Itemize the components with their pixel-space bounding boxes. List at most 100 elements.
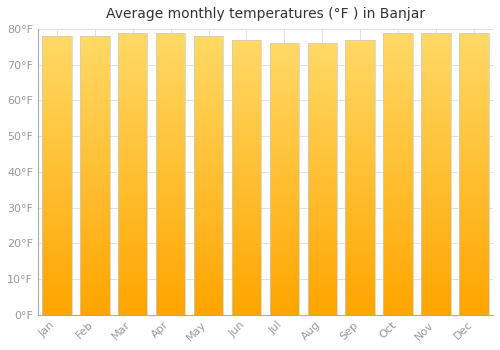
Bar <box>460 250 489 253</box>
Bar <box>156 202 186 205</box>
Bar <box>384 140 413 143</box>
Bar <box>194 259 224 262</box>
Bar <box>308 241 337 244</box>
Bar <box>346 243 375 246</box>
Bar <box>346 131 375 133</box>
Bar <box>346 78 375 81</box>
Bar <box>156 278 186 281</box>
Bar <box>384 83 413 86</box>
Bar <box>384 47 413 50</box>
Bar <box>422 154 451 157</box>
Bar <box>118 171 148 174</box>
Bar <box>156 128 186 131</box>
Bar <box>308 43 337 46</box>
Bar <box>194 67 224 70</box>
Bar <box>42 295 72 298</box>
Bar <box>384 298 413 301</box>
Bar <box>308 195 337 198</box>
Bar <box>156 58 186 61</box>
Bar <box>156 185 186 188</box>
Bar <box>346 271 375 273</box>
Bar <box>118 298 148 301</box>
Bar <box>42 248 72 251</box>
Bar <box>270 231 299 233</box>
Bar <box>194 103 224 106</box>
Bar <box>308 117 337 119</box>
Bar <box>308 307 337 309</box>
Bar <box>80 229 110 231</box>
Bar <box>118 33 148 35</box>
Bar <box>270 307 299 309</box>
Bar <box>308 184 337 187</box>
Bar <box>118 143 148 146</box>
Bar <box>232 221 262 224</box>
Bar <box>156 287 186 289</box>
Bar <box>422 272 451 275</box>
Bar <box>308 288 337 290</box>
Bar <box>232 64 262 67</box>
Bar <box>156 264 186 267</box>
Bar <box>270 147 299 149</box>
Bar <box>384 33 413 315</box>
Bar <box>346 268 375 271</box>
Bar <box>308 225 337 228</box>
Bar <box>422 250 451 253</box>
Bar <box>270 223 299 225</box>
Bar <box>460 171 489 174</box>
Bar <box>42 95 72 98</box>
Bar <box>308 220 337 223</box>
Bar <box>270 95 299 98</box>
Bar <box>194 217 224 220</box>
Bar <box>156 134 186 137</box>
Bar <box>308 255 337 258</box>
Bar <box>422 253 451 256</box>
Bar <box>42 56 72 58</box>
Bar <box>308 179 337 182</box>
Bar <box>460 202 489 205</box>
Bar <box>42 162 72 164</box>
Bar <box>194 134 224 136</box>
Bar <box>118 199 148 202</box>
Bar <box>346 114 375 117</box>
Bar <box>270 290 299 293</box>
Bar <box>80 72 110 75</box>
Bar <box>384 185 413 188</box>
Bar <box>270 130 299 133</box>
Bar <box>80 192 110 195</box>
Bar <box>156 109 186 112</box>
Bar <box>80 262 110 265</box>
Bar <box>384 179 413 182</box>
Bar <box>232 208 262 210</box>
Bar <box>346 227 375 230</box>
Bar <box>80 284 110 287</box>
Bar <box>194 36 224 315</box>
Bar <box>118 247 148 250</box>
Bar <box>460 55 489 58</box>
Bar <box>346 64 375 67</box>
Bar <box>460 47 489 50</box>
Bar <box>42 293 72 295</box>
Bar <box>270 190 299 192</box>
Bar <box>194 92 224 95</box>
Bar <box>384 233 413 236</box>
Bar <box>80 295 110 298</box>
Bar <box>308 125 337 127</box>
Bar <box>460 44 489 47</box>
Bar <box>308 76 337 79</box>
Bar <box>232 111 262 114</box>
Bar <box>194 304 224 306</box>
Bar <box>270 201 299 203</box>
Bar <box>232 295 262 298</box>
Bar <box>42 265 72 267</box>
Bar <box>384 219 413 222</box>
Bar <box>422 244 451 247</box>
Bar <box>422 239 451 241</box>
Bar <box>384 109 413 112</box>
Bar <box>118 179 148 182</box>
Bar <box>80 293 110 295</box>
Bar <box>270 239 299 241</box>
Bar <box>460 92 489 95</box>
Bar <box>156 41 186 44</box>
Bar <box>308 130 337 133</box>
Bar <box>346 287 375 290</box>
